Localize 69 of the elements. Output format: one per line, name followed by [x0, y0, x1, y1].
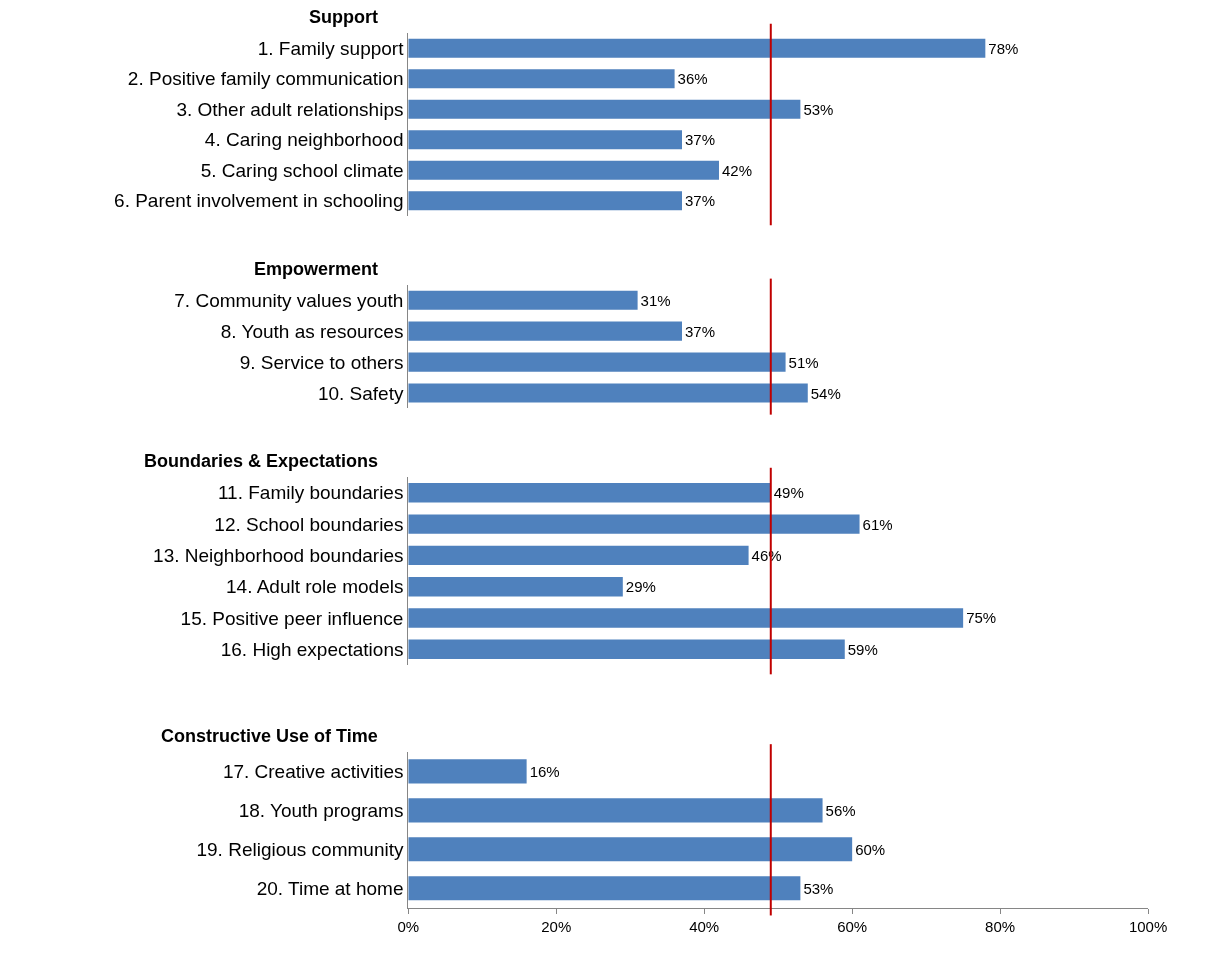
y-tick-label: 17. Creative activities — [222, 761, 404, 783]
data-label: 54% — [810, 384, 841, 402]
data-label: 37% — [685, 131, 716, 149]
chart-title: Empowerment — [254, 259, 379, 279]
chart-title: Constructive Use of Time — [161, 726, 378, 746]
y-tick-label: 5. Caring school climate — [200, 159, 404, 181]
bar — [408, 99, 801, 119]
bar — [408, 191, 682, 211]
y-tick-label: 4. Caring neighborhood — [204, 129, 404, 151]
bar — [408, 639, 845, 659]
x-tick-label: 20% — [541, 917, 572, 935]
y-tick-label: 6. Parent involvement in schooling — [114, 190, 404, 212]
y-tick-label: 13. Neighborhood boundaries — [153, 545, 404, 567]
text: Boundaries & Expectations — [144, 451, 379, 471]
data-label: 78% — [988, 39, 1019, 57]
bar — [408, 383, 808, 403]
bar — [408, 321, 682, 341]
x-tick-label: 100% — [1128, 917, 1168, 935]
data-label: 56% — [825, 801, 856, 819]
bar — [408, 352, 786, 372]
y-tick-label: 16. High expectations — [220, 638, 404, 660]
bar — [408, 290, 638, 310]
bar — [408, 837, 853, 862]
y-tick-label: 1. Family support — [257, 37, 405, 59]
chart-title: Support — [309, 7, 378, 27]
bar — [408, 608, 964, 628]
data-label: 61% — [862, 515, 893, 533]
y-tick-label: 9. Service to others — [239, 351, 404, 373]
data-label: 42% — [721, 161, 753, 179]
bar — [408, 514, 860, 534]
y-tick-label: 14. Adult role models — [226, 576, 404, 598]
data-label: 53% — [803, 100, 834, 118]
bar — [408, 483, 771, 503]
y-tick-label: 18. Youth programs — [238, 800, 404, 822]
y-tick-label: 15. Positive peer influence — [180, 607, 404, 629]
x-tick-label: 60% — [837, 917, 868, 935]
bar — [408, 577, 623, 597]
bar — [408, 798, 823, 823]
data-label: 37% — [685, 322, 716, 340]
data-label: 49% — [773, 484, 804, 502]
x-tick-label: 40% — [689, 917, 720, 935]
bar — [408, 69, 675, 89]
data-label: 59% — [847, 640, 878, 658]
data-label: 60% — [855, 840, 886, 858]
bar — [408, 876, 801, 901]
data-label: 51% — [788, 353, 819, 371]
bar — [408, 38, 986, 58]
y-tick-label: 7. Community values youth — [174, 289, 404, 311]
y-tick-label: 3. Other adult relationships — [176, 98, 404, 120]
y-tick-label: 2. Positive family communication — [127, 68, 404, 90]
data-label: 36% — [677, 70, 708, 88]
y-tick-label: 8. Youth as resources — [220, 320, 404, 342]
bar — [408, 130, 682, 150]
data-label: 16% — [529, 762, 560, 780]
data-label: 75% — [966, 609, 997, 627]
data-label: 29% — [625, 578, 656, 596]
bar — [408, 545, 749, 566]
data-label: 31% — [640, 291, 671, 309]
y-tick-label: 12. School boundaries — [214, 513, 404, 535]
data-label: 37% — [685, 192, 716, 210]
x-tick-label: 0% — [397, 917, 420, 935]
bar — [408, 759, 527, 784]
x-tick-label: 80% — [985, 917, 1016, 935]
bar — [408, 160, 719, 180]
data-label: 53% — [803, 879, 834, 897]
y-tick-label: 20. Time at home — [256, 877, 404, 899]
y-tick-label: 11. Family boundaries — [217, 482, 404, 504]
y-tick-label: 10. Safety — [317, 382, 404, 404]
y-tick-label: 19. Religious community — [196, 838, 404, 860]
